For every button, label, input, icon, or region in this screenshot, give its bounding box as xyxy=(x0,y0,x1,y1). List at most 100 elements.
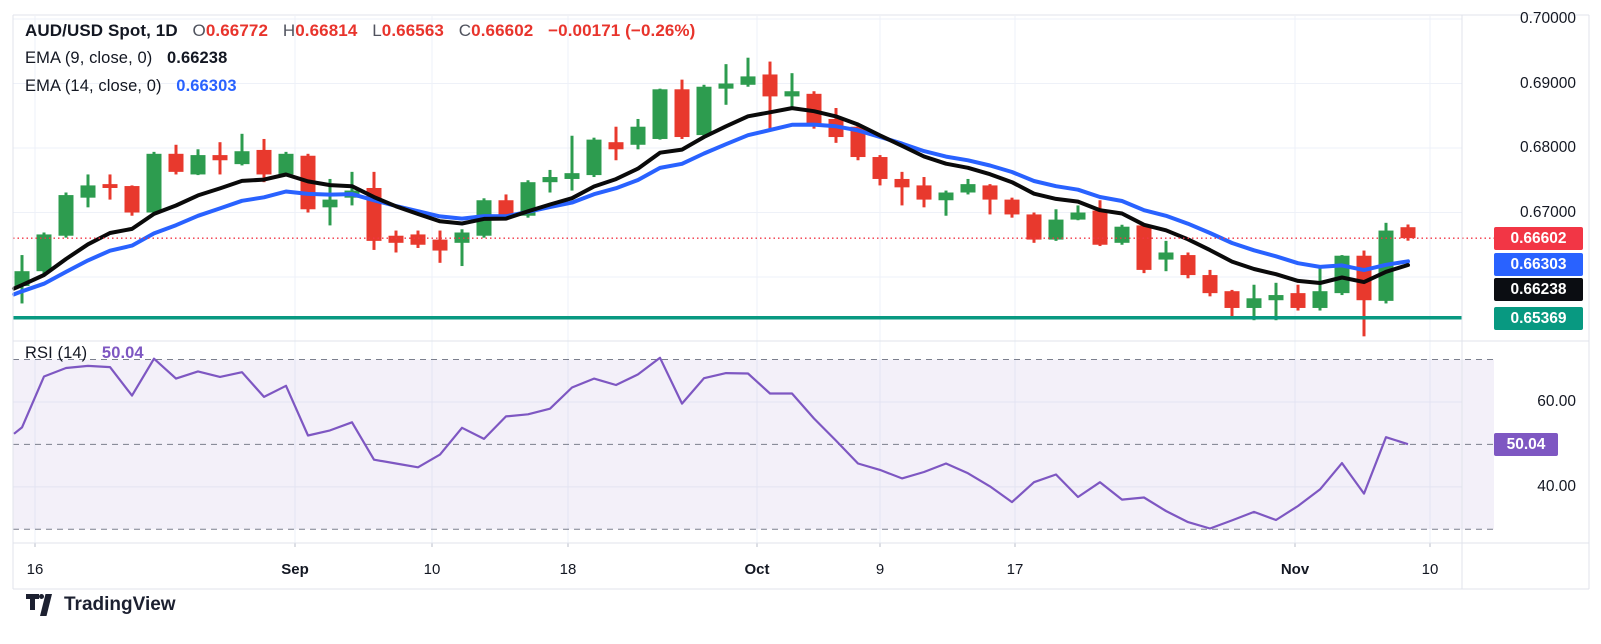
ema9-legend[interactable]: EMA (9, close, 0) 0.66238 xyxy=(25,49,227,68)
rsi-value: 50.04 xyxy=(101,344,144,362)
candle-body xyxy=(1180,255,1196,276)
candle-body xyxy=(696,86,712,136)
candle-body xyxy=(410,234,426,245)
tradingview-mark-icon xyxy=(26,594,52,616)
ema14-value: 0.66303 xyxy=(176,77,237,95)
close-value: 0.66602 xyxy=(471,21,534,40)
candle-body xyxy=(586,139,602,176)
candle-body xyxy=(938,192,954,201)
candle-body xyxy=(872,157,888,179)
ema14-line[interactable] xyxy=(12,122,1410,297)
price-badge: 0.66303 xyxy=(1494,253,1583,276)
candle-body xyxy=(564,173,580,179)
candle-body xyxy=(256,149,272,175)
rsi-legend[interactable]: RSI (14) 50.04 xyxy=(25,344,144,363)
high-value: 0.66814 xyxy=(295,21,358,40)
candle-body xyxy=(1026,214,1042,240)
candle-body xyxy=(1202,275,1218,294)
candle-body xyxy=(58,195,74,236)
rsi-label: RSI (14) xyxy=(25,344,88,362)
price-badge: 0.65369 xyxy=(1494,307,1583,330)
time-axis-label: 9 xyxy=(875,561,885,578)
candle-wick xyxy=(900,171,904,206)
candle-body xyxy=(652,89,668,139)
candle-body xyxy=(190,155,206,175)
time-axis-label: 10 xyxy=(423,561,441,578)
price-badge: 0.66238 xyxy=(1494,278,1583,301)
price-axis-label: 0.70000 xyxy=(1519,10,1576,27)
candle-body xyxy=(1246,298,1262,308)
candle-body xyxy=(1356,255,1372,301)
candle-body xyxy=(278,153,294,175)
candle-body xyxy=(322,199,338,208)
candle-body xyxy=(630,126,646,145)
candle-body xyxy=(102,184,118,188)
candle-body xyxy=(1092,210,1108,245)
symbol-title: AUD/USD Spot, 1D xyxy=(25,21,178,40)
candle-wick xyxy=(570,135,574,191)
time-axis-label: 10 xyxy=(1421,561,1439,578)
candle-wick xyxy=(746,57,750,87)
close-letter: C xyxy=(458,21,472,40)
candle-body xyxy=(1136,225,1152,270)
candle-body xyxy=(916,185,932,200)
rsi-axis-label: 40.00 xyxy=(1537,477,1576,495)
open-letter: O xyxy=(192,21,206,40)
candle-body xyxy=(674,89,690,138)
candle-body xyxy=(1268,295,1284,301)
time-axis-label: Nov xyxy=(1280,561,1310,578)
candle-body xyxy=(850,126,866,158)
candle-wick xyxy=(240,133,244,166)
candle-body xyxy=(1048,219,1064,240)
ema9-label: EMA (9, close, 0) xyxy=(25,49,153,67)
candle-wick xyxy=(350,171,354,206)
open-value: 0.66772 xyxy=(205,21,269,40)
candle-body xyxy=(234,151,250,165)
ema9-value: 0.66238 xyxy=(167,49,228,67)
candle-body xyxy=(894,178,910,188)
time-axis-label: Sep xyxy=(281,561,309,578)
time-axis-label: 18 xyxy=(559,561,577,578)
candle-body xyxy=(1334,255,1350,294)
candle-body xyxy=(124,186,140,213)
candle-body xyxy=(1290,293,1306,308)
candle-body xyxy=(740,76,756,85)
high-letter: H xyxy=(282,21,296,40)
low-letter: L xyxy=(372,21,382,40)
candle-body xyxy=(1224,291,1240,308)
candle-body xyxy=(168,153,184,172)
candle-body xyxy=(806,93,822,124)
time-axis-label: 17 xyxy=(1006,561,1024,578)
candle-body xyxy=(1312,291,1328,308)
rsi-badge: 50.04 xyxy=(1494,433,1558,456)
candle-body xyxy=(542,177,558,183)
candle-wick xyxy=(790,73,794,107)
ema9-line[interactable] xyxy=(12,106,1410,291)
candle-body xyxy=(432,239,448,251)
candle-body xyxy=(212,155,228,161)
ema14-legend[interactable]: EMA (14, close, 0) 0.66303 xyxy=(25,77,237,96)
rsi-axis-label: 60.00 xyxy=(1537,392,1576,410)
rsi-line[interactable] xyxy=(13,356,1409,530)
change-value: −0.00171 (−0.26%) xyxy=(548,21,696,40)
candle-wick xyxy=(460,229,464,267)
candle-body xyxy=(80,185,96,198)
candles-group[interactable] xyxy=(14,57,1416,337)
candle-body xyxy=(762,74,778,97)
low-value: 0.66563 xyxy=(381,21,444,40)
candle-body xyxy=(784,91,800,97)
candle-body xyxy=(960,184,976,193)
candle-body xyxy=(498,200,514,218)
candle-wick xyxy=(1318,267,1322,311)
candle-body xyxy=(1070,212,1086,220)
candle-body xyxy=(1114,226,1130,243)
candle-body xyxy=(520,182,536,216)
candle-body xyxy=(1004,199,1020,215)
tradingview-logo[interactable]: TradingView xyxy=(26,594,176,616)
candle-wick xyxy=(1274,282,1278,321)
candle-wick xyxy=(944,190,948,216)
symbol-legend[interactable]: AUD/USD Spot, 1D O0.66772 H0.66814 L0.66… xyxy=(25,21,695,41)
candle-body xyxy=(718,83,734,89)
price-badge: 0.66602 xyxy=(1494,227,1583,250)
